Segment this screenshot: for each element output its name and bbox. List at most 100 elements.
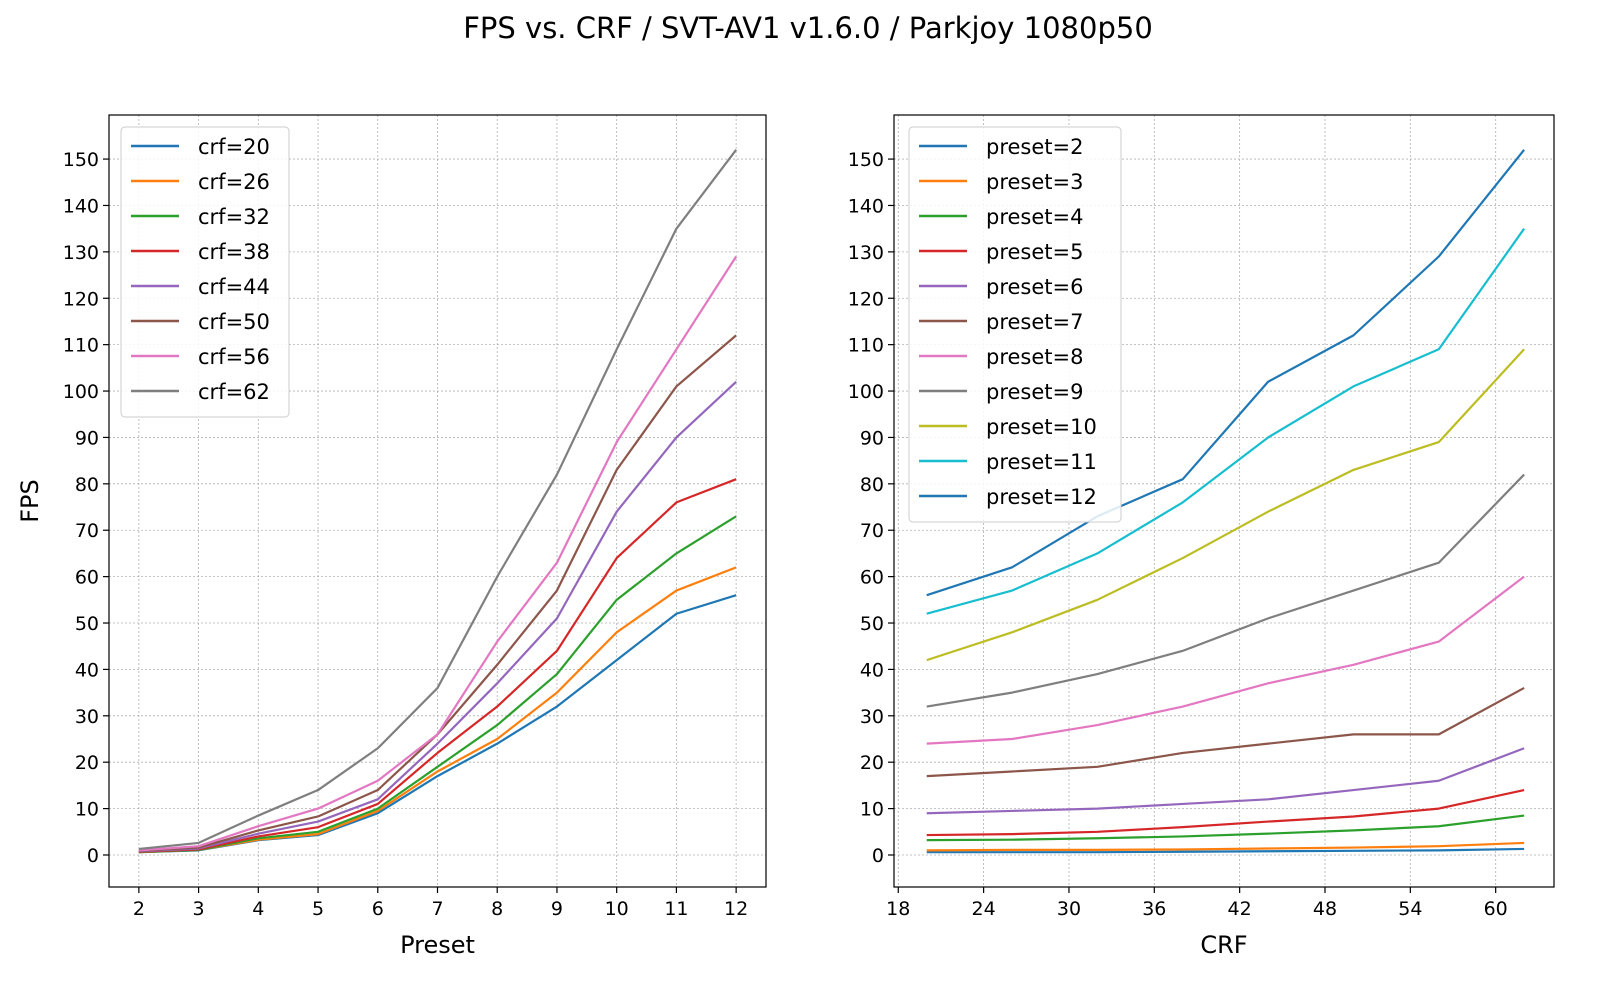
series-line-preset=5 xyxy=(926,788,1525,837)
x-tick-label: 36 xyxy=(1142,898,1166,920)
y-tick-label: 10 xyxy=(75,799,99,821)
series-line-crf=38 xyxy=(138,478,737,853)
series-line-preset=11 xyxy=(926,228,1526,615)
series-line-crf=56 xyxy=(138,255,738,852)
y-tick-label: 40 xyxy=(75,659,99,681)
y-tick-label: 30 xyxy=(75,706,99,728)
y-tick-label: 150 xyxy=(848,149,884,171)
plot-frame xyxy=(108,114,767,888)
x-tick-label: 30 xyxy=(1057,898,1081,920)
series-line-crf=44 xyxy=(138,380,737,853)
y-tick-label: 140 xyxy=(63,195,99,217)
y-tick-label: 20 xyxy=(75,752,99,774)
x-tick-label: 42 xyxy=(1228,898,1252,920)
x-tick-label: 6 xyxy=(372,898,384,920)
legend-entry: preset=3 xyxy=(986,170,1083,194)
y-tick-label: 0 xyxy=(872,845,884,867)
y-tick-label: 120 xyxy=(848,288,884,310)
right-chart-crf: 18 24 30 36 42 48 54 60 0 10 20 30 40 50 60 70 80 90 100 11… xyxy=(848,114,1555,959)
legend-entry: preset=11 xyxy=(986,450,1097,474)
x-tick-label: 7 xyxy=(431,898,443,920)
x-tick-label: 48 xyxy=(1313,898,1337,920)
x-tick-label: 60 xyxy=(1484,898,1508,920)
series-line-preset=12 xyxy=(926,149,1525,597)
plot-frame xyxy=(893,114,1555,888)
x-tick-label: 54 xyxy=(1398,898,1422,920)
legend: crf=20 crf=26 crf=32 crf=38 crf=44 crf=50 crf=… xyxy=(120,126,290,418)
y-tick-label: 50 xyxy=(75,613,99,635)
y-tick-label: 20 xyxy=(860,752,884,774)
series-line-preset=9 xyxy=(926,473,1525,708)
series-line-preset=10 xyxy=(926,348,1525,662)
x-axis-label: Preset xyxy=(400,931,475,959)
series-line-crf=26 xyxy=(138,566,737,854)
y-tick-label: 110 xyxy=(63,335,99,357)
series-line-preset=7 xyxy=(926,687,1525,778)
y-tick-label: 40 xyxy=(860,659,884,681)
y-tick-label: 100 xyxy=(848,381,884,403)
y-tick-label: 140 xyxy=(848,195,884,217)
x-tick-label: 18 xyxy=(886,898,910,920)
y-tick-label: 90 xyxy=(860,427,884,449)
x-axis-label: CRF xyxy=(1200,931,1247,959)
x-tick-label: 4 xyxy=(252,898,264,920)
y-tick-label: 60 xyxy=(75,567,99,589)
legend-entry: crf=50 xyxy=(198,310,270,334)
y-tick-label: 130 xyxy=(63,242,99,264)
y-axis-label: FPS xyxy=(16,479,44,523)
legend-entry: preset=6 xyxy=(986,275,1083,299)
legend-entry: crf=20 xyxy=(198,135,270,159)
x-tick-label: 9 xyxy=(551,898,563,920)
x-tick-label: 12 xyxy=(724,898,748,920)
legend-entry: preset=8 xyxy=(986,345,1083,369)
legend-frame xyxy=(120,126,290,418)
legend: preset=2 preset=3 preset=4 preset=5 preset=6… xyxy=(908,126,1122,523)
y-tick-label: 110 xyxy=(848,335,884,357)
figure-title: FPS vs. CRF / SVT-AV1 v1.6.0 / Parkjoy 1… xyxy=(463,11,1153,45)
legend-entry: preset=10 xyxy=(986,415,1097,439)
y-tick-label: 120 xyxy=(63,288,99,310)
series-line-preset=6 xyxy=(926,747,1525,815)
legend-entry: crf=32 xyxy=(198,205,270,229)
legend-entry: preset=9 xyxy=(986,380,1083,404)
legend-entry: crf=62 xyxy=(198,380,270,404)
y-tick-label: 50 xyxy=(860,613,884,635)
y-tick-label: 70 xyxy=(860,520,884,542)
legend-entry: preset=4 xyxy=(986,205,1083,229)
series-line-crf=32 xyxy=(138,515,737,854)
legend-entry: crf=44 xyxy=(198,275,270,299)
series-line-preset=4 xyxy=(926,814,1525,842)
x-tick-label: 11 xyxy=(664,898,688,920)
y-tick-label: 70 xyxy=(75,520,99,542)
series-line-preset=3 xyxy=(926,841,1525,852)
series-line-crf=62 xyxy=(138,149,738,851)
x-tick-label: 3 xyxy=(193,898,205,920)
x-tick-label: 2 xyxy=(133,898,145,920)
legend-entry: crf=38 xyxy=(198,240,270,264)
y-tick-label: 130 xyxy=(848,242,884,264)
x-tick-label: 8 xyxy=(491,898,503,920)
legend-entry: crf=26 xyxy=(198,170,270,194)
legend-frame xyxy=(908,126,1122,523)
legend-entry: preset=12 xyxy=(986,485,1097,509)
x-tick-label: 5 xyxy=(312,898,324,920)
legend-entry: crf=56 xyxy=(198,345,270,369)
left-chart-preset: 2 3 4 5 6 7 8 9 10 11 1201020304050607080901001101… xyxy=(16,114,767,959)
y-tick-label: 80 xyxy=(860,474,884,496)
legend-entry: preset=2 xyxy=(986,135,1083,159)
series-line-preset=8 xyxy=(926,575,1525,745)
y-tick-label: 30 xyxy=(860,706,884,728)
legend-entry: preset=7 xyxy=(986,310,1083,334)
x-tick-label: 24 xyxy=(972,898,996,920)
y-tick-label: 60 xyxy=(860,567,884,589)
y-tick-label: 90 xyxy=(75,427,99,449)
y-tick-label: 80 xyxy=(75,474,99,496)
x-tick-label: 10 xyxy=(605,898,629,920)
y-tick-label: 0 xyxy=(87,845,99,867)
legend-entry: preset=5 xyxy=(986,240,1083,264)
y-tick-label: 10 xyxy=(860,799,884,821)
series-line-preset=2 xyxy=(926,847,1525,854)
y-tick-label: 150 xyxy=(63,149,99,171)
y-tick-label: 100 xyxy=(63,381,99,403)
